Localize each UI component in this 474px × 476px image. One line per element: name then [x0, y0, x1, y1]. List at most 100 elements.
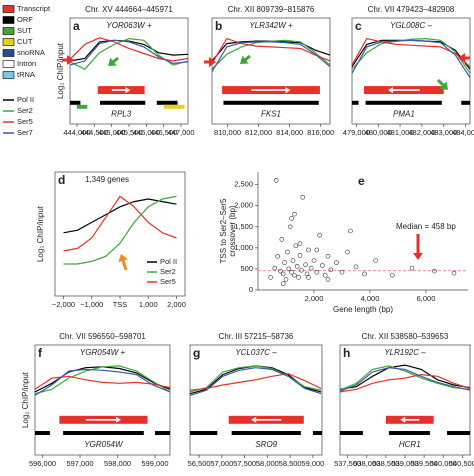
scatter-point — [348, 228, 353, 234]
scatter-point — [317, 232, 322, 238]
series-line — [211, 41, 331, 73]
feature-bar — [35, 431, 50, 435]
scatter-point — [306, 247, 311, 253]
y-tick-label: 500 — [240, 264, 253, 273]
scatter-point — [273, 178, 279, 183]
x-tick-label: 1,000 — [139, 300, 158, 309]
gene-name: HCR1 — [399, 440, 421, 449]
scatter-point — [289, 269, 294, 275]
transcript-arrow — [387, 87, 393, 94]
scatter-point — [373, 258, 378, 263]
scatter-point — [282, 260, 287, 265]
gene-name: YGR054W — [84, 440, 124, 449]
legend-swatch — [2, 71, 15, 79]
scatter-point — [353, 264, 359, 270]
callout-arrow — [67, 55, 74, 65]
series-line — [211, 39, 331, 70]
legend-swatch — [2, 49, 15, 57]
feature-bar — [461, 100, 470, 105]
legend-label: Ser5 — [160, 277, 176, 286]
series-line — [189, 373, 322, 391]
scatter-point — [362, 271, 367, 277]
plot-frame — [351, 17, 471, 125]
panel-subtitle: 1,349 genes — [85, 175, 129, 184]
x-tick-label: TSS — [113, 300, 128, 309]
legend-label: tRNA — [17, 70, 35, 79]
y-tick-label: 0 — [249, 285, 253, 294]
scatter-point — [280, 281, 286, 286]
scatter-point — [345, 249, 350, 255]
panel-letter: d — [58, 173, 65, 187]
callout-arrow — [458, 53, 465, 63]
panel-letter: a — [73, 19, 80, 33]
x-tick-label: 539,000 — [391, 459, 418, 468]
series-line — [63, 195, 177, 265]
feature-bar — [365, 100, 442, 105]
scatter-point — [287, 224, 293, 230]
scatter-point — [314, 269, 320, 275]
x-tick-label: 596,000 — [29, 459, 56, 468]
x-tick-label: 57,000 — [210, 459, 233, 468]
panel-subtitle: YLR192C – — [384, 348, 426, 357]
scatter-point — [325, 277, 331, 282]
x-tick-label: 540,500 — [449, 459, 474, 468]
x-tick-label: 598,000 — [104, 459, 131, 468]
plot-frame — [189, 344, 323, 456]
scatter-point — [300, 194, 306, 200]
feature-bar — [223, 100, 319, 105]
x-tick-label: 599,000 — [141, 459, 168, 468]
x-tick-label: 57,500 — [233, 459, 256, 468]
transcript-arrow — [285, 87, 291, 94]
series-line — [189, 367, 322, 396]
x-tick-label: 479,000 — [343, 128, 370, 137]
series-line — [63, 195, 177, 252]
series-line — [339, 373, 471, 393]
feature-bar — [155, 431, 170, 435]
legend-label: snoRNA — [17, 48, 45, 57]
feature-bar — [231, 431, 301, 435]
x-tick-label: 444,000 — [63, 128, 90, 137]
y-axis-label: Log₂ ChIP/input — [36, 205, 45, 262]
feature-bar — [352, 100, 359, 105]
scatter-point — [325, 253, 331, 259]
annotation: Median = 458 bp — [396, 222, 456, 231]
x-tick-label: 56,500 — [188, 459, 211, 468]
gene-name: PMA1 — [393, 110, 415, 119]
x-tick-label: 58,000 — [256, 459, 279, 468]
y-axis-label: Log₂ ChIP/input — [21, 371, 30, 428]
legend-label: SUT — [17, 26, 32, 35]
x-axis-label: Gene length (bp) — [333, 305, 393, 314]
x-tick-label: 58,500 — [279, 459, 302, 468]
y-axis-label: Log₂ ChIP/input — [56, 42, 65, 99]
x-tick-label: 537,500 — [334, 459, 361, 468]
plot-frame — [211, 17, 331, 125]
feature-bar — [163, 104, 185, 109]
scatter-point — [432, 268, 437, 274]
legend-label: ORF — [17, 15, 33, 24]
scatter-point — [339, 269, 345, 275]
scatter-point — [297, 241, 303, 246]
plot-frame — [339, 344, 471, 456]
panel-subtitle: YLR342W + — [249, 21, 293, 30]
panel-title: Chr. XII 809739–815876 — [228, 5, 315, 14]
x-tick-label: 538,500 — [372, 459, 399, 468]
x-tick-label: 480,000 — [365, 128, 392, 137]
feature-bar — [340, 431, 363, 435]
x-tick-label: 6,000 — [417, 294, 436, 303]
x-tick-label: 2,000 — [305, 294, 324, 303]
panel-title: Chr. VII 596550–598701 — [59, 332, 146, 341]
series-line — [339, 367, 471, 392]
x-tick-label: 445,500 — [115, 128, 142, 137]
y-axis-label: TSS to Ser2–Ser5 — [219, 198, 228, 263]
feature-bar — [156, 100, 178, 105]
gene-name: RPL3 — [111, 110, 132, 119]
series-line — [63, 198, 177, 234]
scatter-point — [290, 258, 296, 263]
x-tick-label: 4,000 — [361, 294, 380, 303]
scatter-point — [390, 272, 395, 278]
scatter-point — [278, 268, 283, 274]
feature-bar — [63, 431, 144, 435]
x-tick-label: 538,000 — [353, 459, 380, 468]
x-tick-label: 445,000 — [98, 128, 125, 137]
scatter-point — [286, 266, 292, 272]
